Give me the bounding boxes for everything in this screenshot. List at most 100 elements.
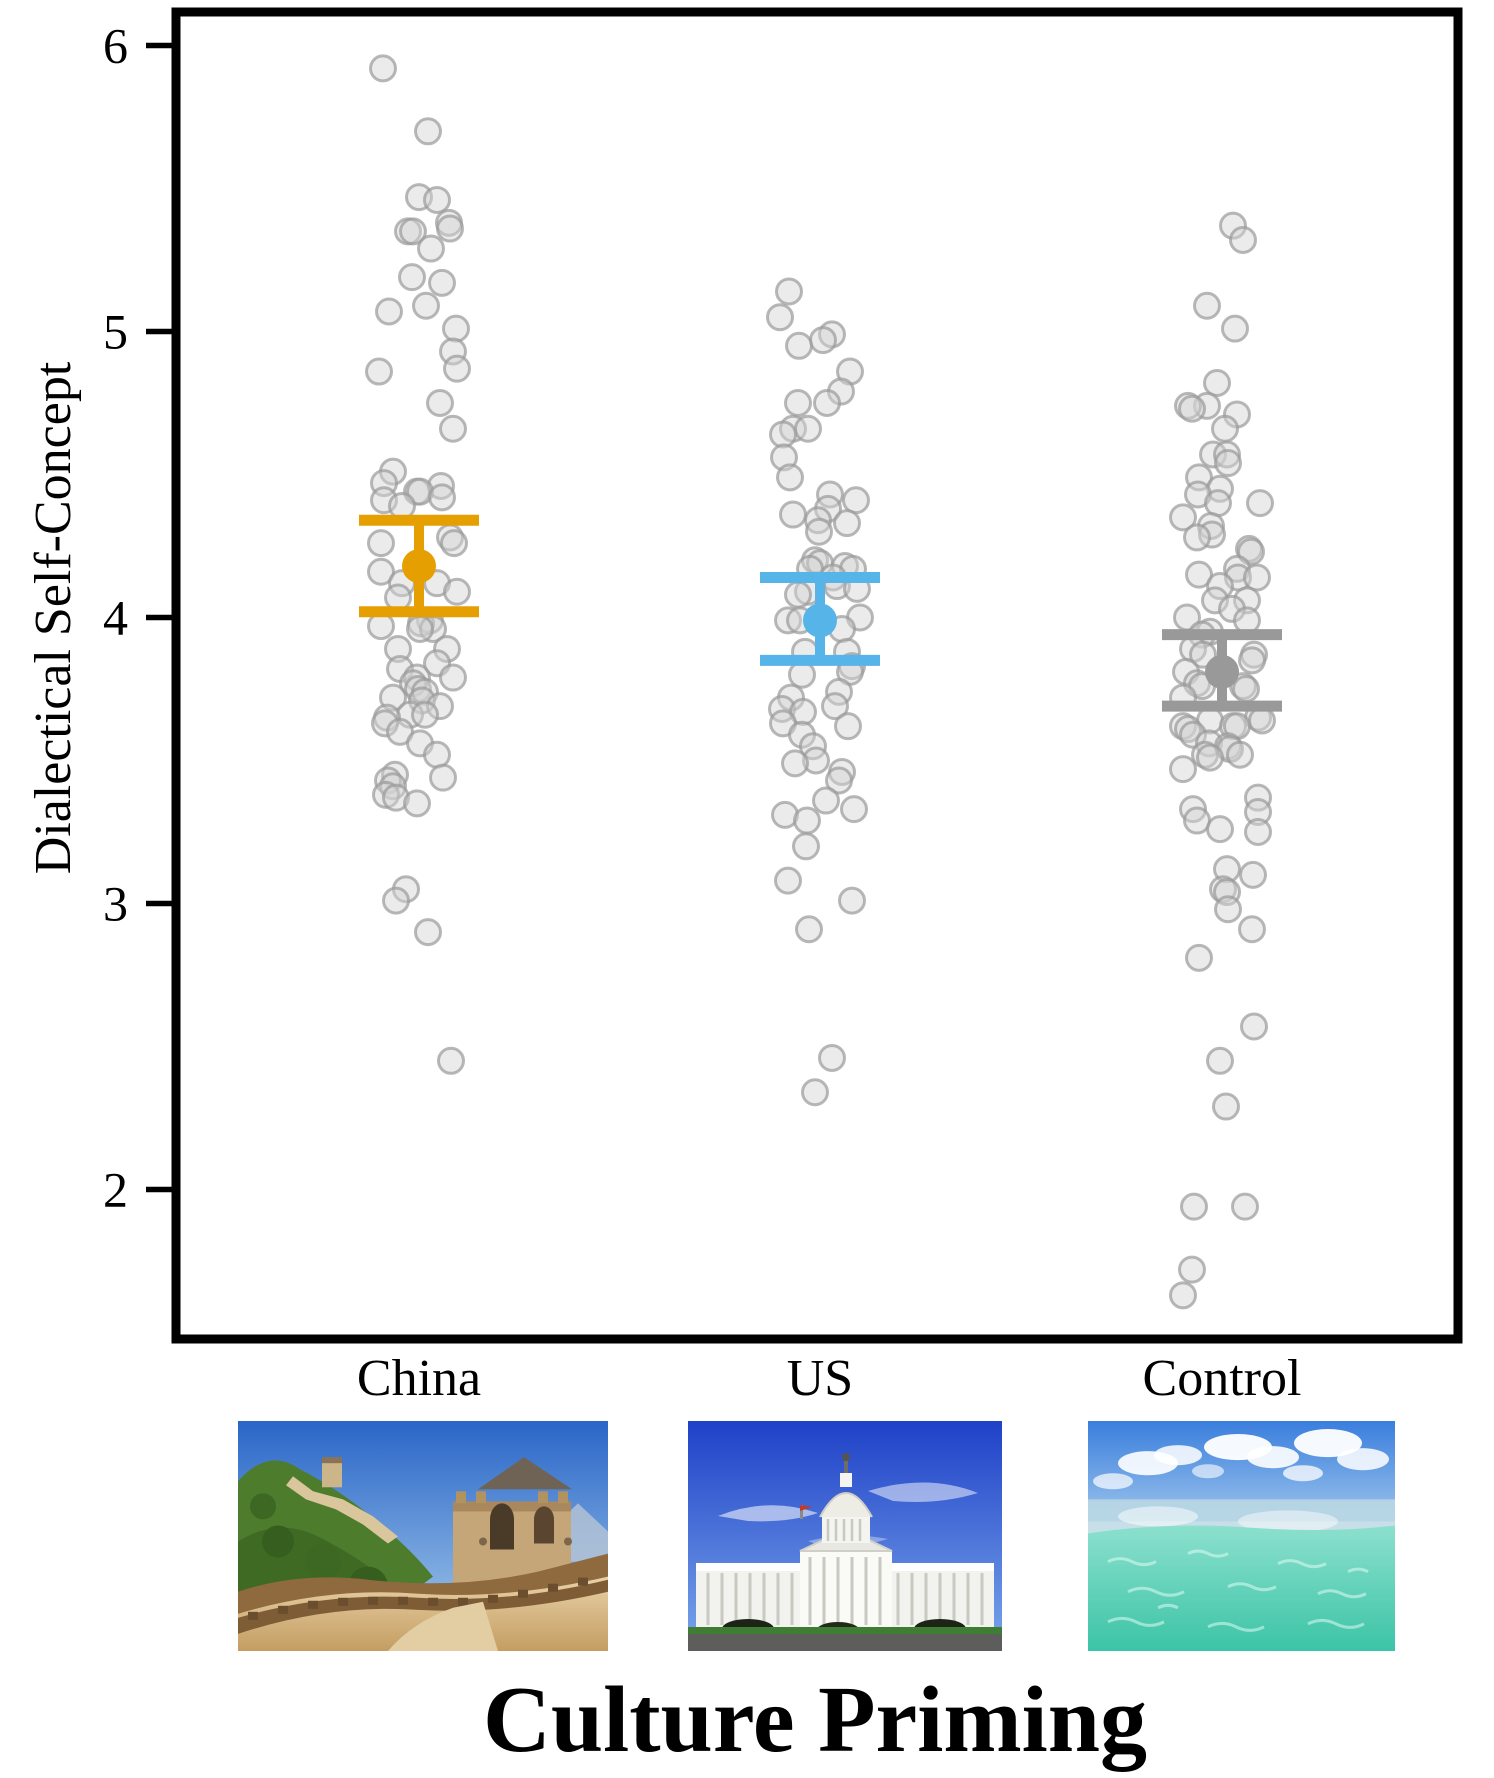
data-point-us (838, 886, 866, 915)
data-point-us (776, 463, 804, 492)
data-point-control (1178, 1255, 1206, 1284)
data-point-control (1219, 211, 1247, 240)
category-label-control: Control (1142, 1350, 1302, 1407)
data-point-control (1233, 586, 1261, 615)
data-point-control (1240, 1012, 1268, 1041)
data-point-control (1196, 743, 1224, 772)
data-point-control (1169, 503, 1197, 532)
data-point-control (1214, 449, 1242, 478)
y-tick-label: 4 (103, 590, 128, 646)
data-point-china (382, 783, 410, 812)
data-point-control (1206, 1046, 1234, 1075)
y-tick-label: 6 (103, 18, 128, 74)
data-point-control (1180, 1192, 1208, 1221)
data-point-china (365, 357, 393, 386)
data-point-control (1244, 783, 1272, 812)
data-point-china (369, 54, 397, 83)
data-point-us (769, 420, 797, 449)
data-point-china (403, 789, 431, 818)
data-point-us (818, 1043, 846, 1072)
data-point-control (1203, 368, 1231, 397)
data-point-china (414, 117, 442, 146)
data-point-china (371, 709, 399, 738)
data-point-control (1193, 291, 1221, 320)
y-tick-label: 3 (103, 876, 128, 932)
us-capitol-image (688, 1421, 1002, 1651)
data-point-us (812, 786, 840, 815)
data-point-china (367, 612, 395, 641)
mean-dot-control (1205, 654, 1239, 689)
data-point-control (1221, 314, 1249, 343)
data-point-control (1244, 797, 1272, 826)
data-point-us (809, 326, 837, 355)
data-point-control (1231, 1192, 1259, 1221)
data-point-china (399, 217, 427, 246)
data-point-control (1213, 440, 1241, 469)
data-point-china (436, 214, 464, 243)
data-point-china (411, 700, 439, 729)
data-point-control (1238, 915, 1266, 944)
data-point-us (834, 712, 862, 741)
data-point-china (439, 663, 467, 692)
data-point-control (1229, 225, 1257, 254)
data-point-us (813, 389, 841, 417)
data-point-control (1233, 606, 1261, 635)
data-point-control (1246, 489, 1274, 518)
data-point-control (1169, 755, 1197, 784)
data-point-us (788, 660, 816, 689)
data-point-china (428, 268, 456, 297)
category-label-us: US (786, 1350, 854, 1407)
data-point-control (1178, 394, 1206, 423)
data-point-china (423, 740, 451, 769)
data-point-us (833, 509, 861, 538)
data-point-us (801, 1078, 829, 1107)
data-point-us (784, 389, 812, 417)
data-point-control (1185, 560, 1213, 589)
data-point-us (792, 832, 820, 861)
data-point-us (802, 746, 830, 775)
data-point-china (437, 1046, 465, 1075)
data-point-china (388, 491, 416, 520)
data-point-china (412, 291, 440, 320)
data-point-us (793, 806, 821, 835)
mean-dot-us (803, 603, 837, 638)
data-point-us (825, 766, 853, 795)
data-point-china (439, 414, 467, 443)
data-point-control (1183, 523, 1211, 552)
data-point-china (367, 529, 395, 558)
data-point-china (382, 886, 410, 915)
data-point-china (429, 763, 457, 792)
data-point-us (766, 303, 794, 332)
data-point-china (367, 557, 395, 586)
category-label-china: China (356, 1350, 482, 1407)
data-point-china (423, 185, 451, 214)
data-point-china (414, 918, 442, 947)
data-point-control (1238, 646, 1266, 675)
us-capitol-illustration (688, 1421, 1002, 1651)
data-point-control (1244, 818, 1272, 846)
data-point-control (1248, 706, 1276, 735)
data-point-china (433, 634, 461, 663)
data-point-control (1204, 489, 1232, 518)
data-point-us (821, 692, 849, 721)
data-point-us (774, 866, 802, 895)
data-point-china (398, 263, 426, 292)
data-point-china (426, 389, 454, 417)
great-wall-image (238, 1421, 608, 1651)
data-point-china (417, 234, 445, 263)
data-point-china (426, 692, 454, 721)
data-point-control (1243, 563, 1271, 592)
data-point-china (440, 529, 468, 558)
data-point-control (1183, 806, 1211, 835)
plot-frame (171, 7, 1463, 1344)
data-point-us (785, 331, 813, 360)
data-point-control (1185, 943, 1213, 972)
y-axis-title: Dialectical Self-Concept (25, 361, 82, 875)
data-point-control (1211, 414, 1239, 443)
data-point-control (1226, 740, 1254, 769)
data-point-china (443, 354, 471, 383)
y-tick-label: 5 (103, 304, 128, 360)
data-point-china (442, 314, 470, 343)
